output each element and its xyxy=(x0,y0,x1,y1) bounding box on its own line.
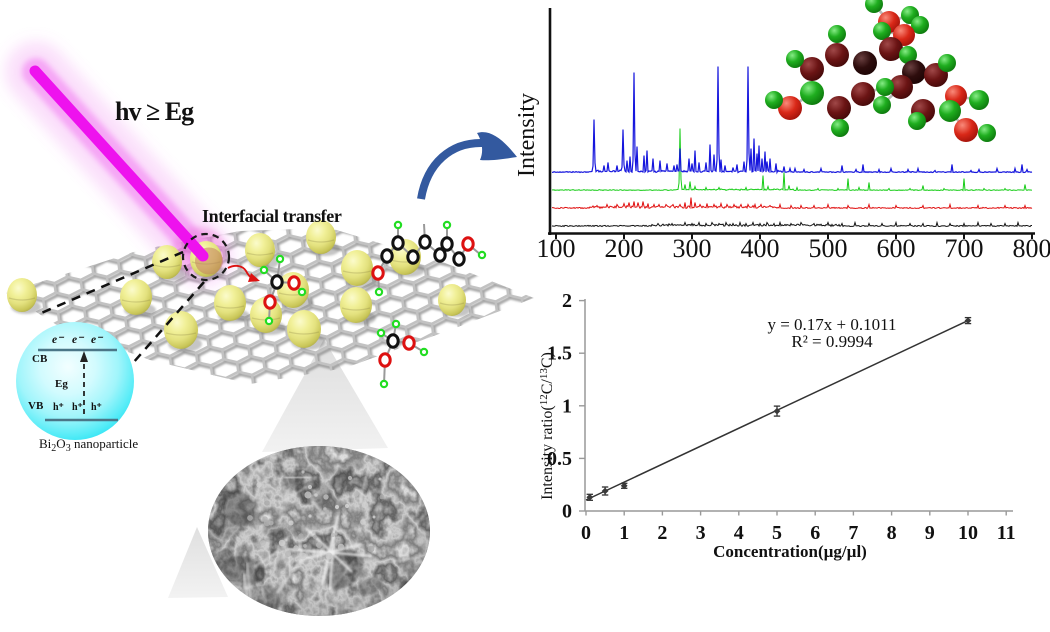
svg-text:200: 200 xyxy=(605,234,644,263)
svg-text:3: 3 xyxy=(696,522,706,544)
svg-text:VB: VB xyxy=(28,400,44,412)
svg-text:0.5: 0.5 xyxy=(547,448,572,470)
svg-text:5: 5 xyxy=(772,522,782,544)
svg-text:e⁻: e⁻ xyxy=(52,334,65,346)
svg-text:Concentration(µg/µl): Concentration(µg/µl) xyxy=(713,542,867,561)
svg-text:h⁺: h⁺ xyxy=(91,402,102,413)
svg-text:Intensity ratio(12C/13C): Intensity ratio(12C/13C) xyxy=(538,352,556,500)
svg-text:1.5: 1.5 xyxy=(547,343,572,365)
svg-text:h⁺: h⁺ xyxy=(53,402,64,413)
svg-text:8: 8 xyxy=(887,522,897,544)
svg-text:e⁻: e⁻ xyxy=(91,334,104,346)
svg-text:700: 700 xyxy=(945,234,984,263)
svg-text:10: 10 xyxy=(958,522,978,544)
svg-text:0: 0 xyxy=(581,522,591,544)
svg-text:R² = 0.9994: R² = 0.9994 xyxy=(791,332,873,351)
svg-text:600: 600 xyxy=(877,234,916,263)
svg-text:100: 100 xyxy=(537,234,576,263)
svg-text:6: 6 xyxy=(810,522,820,544)
svg-text:e⁻: e⁻ xyxy=(72,334,85,346)
svg-text:400: 400 xyxy=(741,234,780,263)
svg-text:Intensity: Intensity xyxy=(514,93,540,177)
svg-text:7: 7 xyxy=(848,522,858,544)
svg-text:y = 0.17x + 0.1011: y = 0.17x + 0.1011 xyxy=(767,315,896,334)
svg-text:2: 2 xyxy=(562,290,572,312)
svg-text:CB: CB xyxy=(32,353,48,365)
svg-text:2: 2 xyxy=(657,522,667,544)
svg-text:9: 9 xyxy=(925,522,935,544)
svg-text:1: 1 xyxy=(562,395,572,417)
svg-text:hv ≥ Eg: hv ≥ Eg xyxy=(115,97,194,126)
svg-text:800: 800 xyxy=(1013,234,1050,263)
svg-text:h⁺: h⁺ xyxy=(72,402,83,413)
svg-text:11: 11 xyxy=(997,522,1016,544)
svg-text:1: 1 xyxy=(619,522,629,544)
svg-text:300: 300 xyxy=(673,234,712,263)
svg-text:Interfacial transfer: Interfacial transfer xyxy=(202,206,342,226)
svg-text:4: 4 xyxy=(734,522,744,544)
svg-text:500: 500 xyxy=(809,234,848,263)
svg-text:0: 0 xyxy=(562,501,572,523)
svg-text:Eg: Eg xyxy=(55,378,68,390)
svg-text:Bi2O3 nanoparticle: Bi2O3 nanoparticle xyxy=(39,436,138,454)
